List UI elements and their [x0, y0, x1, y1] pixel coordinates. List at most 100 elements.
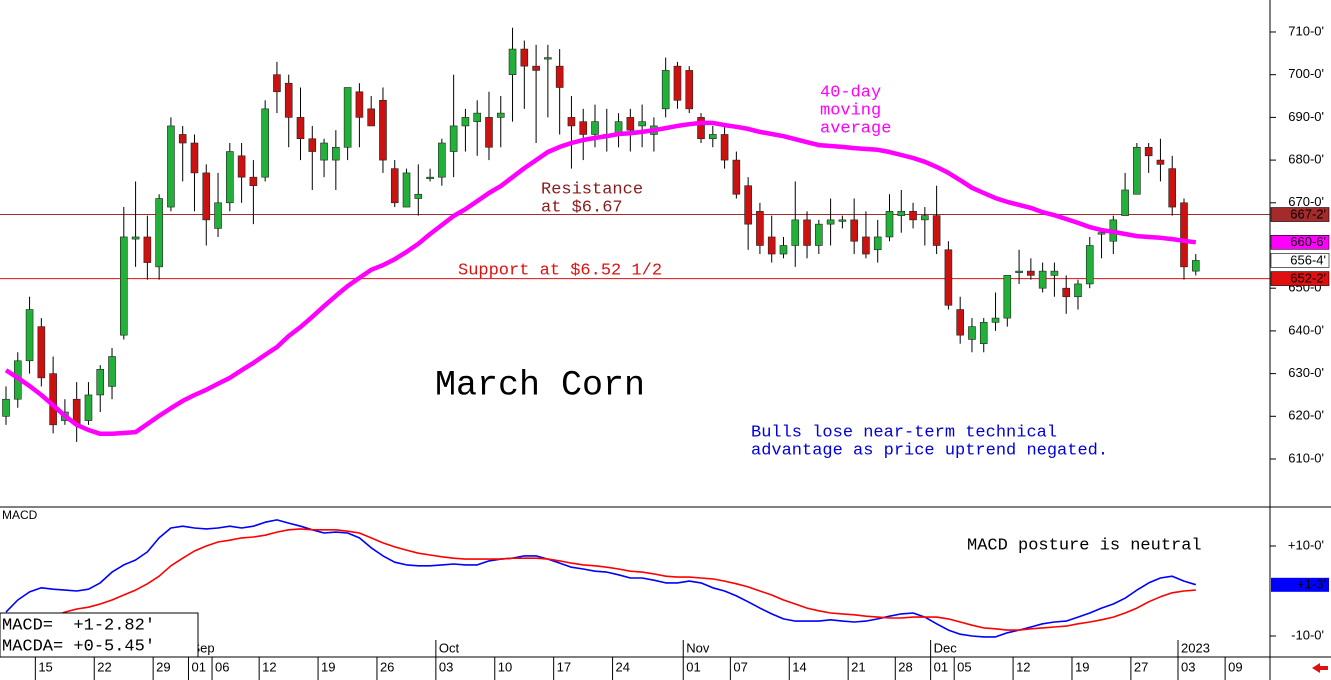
candle-body	[84, 394, 93, 421]
candle-body	[202, 172, 211, 221]
candle-body	[1191, 260, 1200, 272]
x-tick-label: 24	[616, 659, 630, 674]
candle-body	[685, 70, 694, 110]
candle-body	[96, 369, 105, 396]
candle-body	[438, 142, 446, 178]
candle-body	[661, 70, 670, 110]
candle-body	[284, 82, 293, 118]
annotation: 40-day	[820, 83, 881, 102]
macd-last-label: +1-3'	[1297, 577, 1326, 592]
candle-body	[1062, 287, 1070, 298]
candle-body	[1027, 270, 1035, 276]
level-box	[1270, 253, 1330, 268]
candle-body	[426, 176, 434, 179]
candle-body	[873, 236, 882, 251]
candle-body	[956, 309, 964, 336]
x-tick-label: 03	[439, 659, 453, 674]
candle-body	[1085, 245, 1094, 285]
candle-body	[355, 91, 364, 118]
candle-body	[249, 176, 258, 187]
y-tick-label: 640-0'	[1288, 322, 1324, 337]
candle-body	[1003, 275, 1012, 319]
level-box	[1270, 207, 1330, 222]
candle-body	[779, 245, 788, 255]
month-label: 2023	[1181, 640, 1210, 655]
candle-body	[1156, 159, 1165, 165]
candle-body	[591, 121, 599, 135]
candle-body	[1074, 283, 1082, 298]
candle-body	[473, 112, 482, 122]
candle-body	[826, 219, 835, 225]
candle-body	[143, 236, 152, 263]
x-tick-label: 22	[97, 659, 111, 674]
y-tick-label: -10-0'	[1291, 627, 1324, 642]
candle-body	[37, 326, 46, 379]
candle-body	[862, 236, 870, 255]
macd-readout: MACD= +1-2.82' MACDA= +0-5.45'	[0, 612, 199, 658]
candle-body	[414, 193, 423, 199]
candle-body	[909, 211, 917, 221]
candle-body	[379, 100, 387, 161]
candle-body	[1038, 270, 1047, 289]
candle-body	[226, 151, 234, 204]
candle-body	[767, 236, 776, 255]
candle-body	[2, 398, 10, 417]
scroll-arrow[interactable]	[1312, 663, 1328, 673]
candle-body	[461, 117, 470, 127]
candle-body	[579, 121, 588, 135]
annotation: average	[820, 119, 891, 138]
y-tick-label: 670-0'	[1288, 194, 1324, 209]
y-tick-label: 610-0'	[1288, 450, 1324, 465]
candle-body	[131, 236, 140, 240]
annotation: advantage as price uptrend negated.	[751, 441, 1108, 460]
candle-body	[567, 117, 576, 127]
candle-body	[332, 146, 340, 161]
candle-body	[308, 138, 317, 152]
candle-body	[1168, 168, 1177, 208]
candle-body	[1050, 270, 1059, 276]
candle-body	[756, 211, 764, 246]
candle-body	[532, 65, 540, 71]
y-tick-label: 620-0'	[1288, 408, 1324, 423]
x-tick-label: 27	[1134, 659, 1148, 674]
candle-body	[1133, 146, 1141, 195]
moving-average	[4, 120, 1197, 437]
candle-body	[838, 219, 847, 222]
x-tick-label: 05	[957, 659, 971, 674]
plot-area: Sep Oct Nov Dec 2023 MACD= +1-2.82' MACDA= +…	[0, 27, 1276, 680]
candle-body	[120, 236, 128, 336]
x-tick-label: 19	[321, 659, 335, 674]
candle-body	[791, 219, 800, 246]
candle-body	[296, 117, 305, 140]
candle-body	[732, 159, 741, 195]
x-tick-label: 01	[934, 659, 948, 674]
readout-text: MACDA= +0-5.45'	[2, 637, 155, 656]
annotation: MACD posture is neutral	[967, 536, 1202, 555]
candle-body	[944, 249, 953, 306]
candle-body	[25, 309, 34, 362]
annotation: at $6.67	[541, 198, 623, 217]
x-tick-label: 12	[262, 659, 276, 674]
candle-body	[803, 219, 811, 246]
candle-body	[1097, 232, 1106, 235]
x-tick-label: 26	[380, 659, 394, 674]
candle-body	[708, 134, 717, 140]
candle-body	[673, 65, 682, 101]
x-tick-label: 14	[792, 659, 806, 674]
x-tick-label: 29	[156, 659, 170, 674]
x-tick-label: 17	[557, 659, 571, 674]
x-tick-label: 01	[686, 659, 700, 674]
candle-body	[1121, 189, 1129, 216]
y-tick-label: 680-0'	[1288, 152, 1324, 167]
x-tick-label: 01	[191, 659, 205, 674]
candle-body	[979, 322, 988, 345]
macd-line	[5, 519, 1197, 638]
candle-body	[520, 48, 529, 67]
annotation: Bulls lose near-term technical	[751, 423, 1057, 442]
candle-body	[885, 211, 894, 238]
x-tick-label: 12	[1016, 659, 1030, 674]
candle-body	[1180, 202, 1188, 268]
candle-body	[744, 185, 752, 225]
candle-body	[496, 112, 505, 118]
x-tick-label: 28	[898, 659, 912, 674]
